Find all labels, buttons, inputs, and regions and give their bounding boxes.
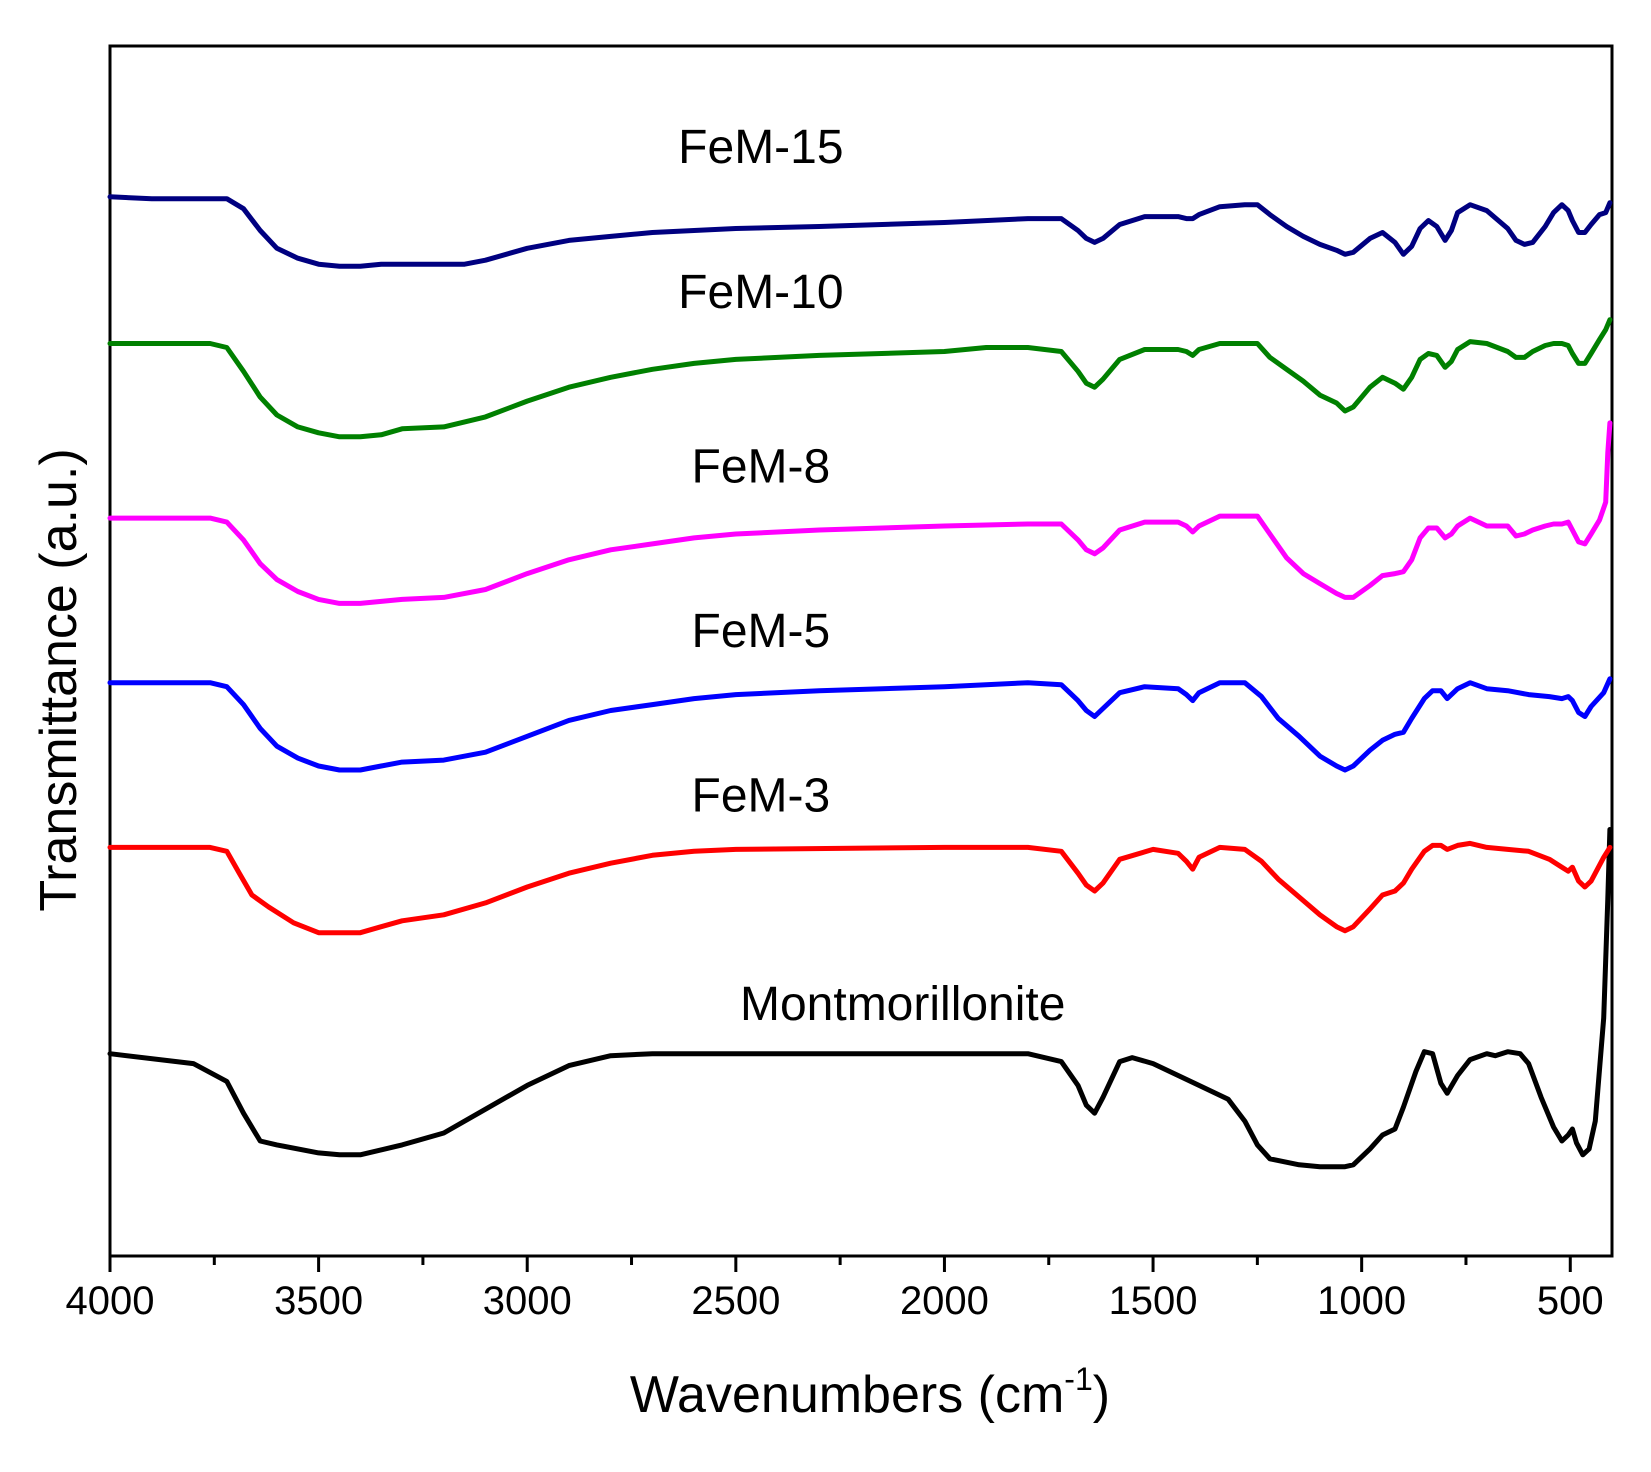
series-labels: Montmorillonite FeM-3 FeM-5 FeM-8 FeM-10 FeM-… [678,121,1065,1031]
x-tick-label: 2000 [900,1279,989,1323]
series-line-fem-5 [107,676,1613,773]
x-tick-label: 3500 [274,1279,363,1323]
series-line-fem-3 [107,840,1613,936]
x-tick-label: 1000 [1317,1279,1406,1323]
series-layer [107,194,1613,1170]
series-label-montmorillonite: Montmorillonite [740,978,1065,1031]
series-label-fem-15: FeM-15 [678,121,843,174]
x-axis-title-superscript: -1 [1064,1361,1092,1397]
plot-frame [108,44,1614,1258]
series-line-fem-15 [107,194,1613,269]
series-label-fem-5: FeM-5 [692,605,831,658]
series-line-fem-10 [107,317,1613,440]
x-axis-title-main: Wavenumbers (cm [630,1366,1064,1424]
x-axis-ticks: 4000 3500 3000 2500 2000 1500 1000 500 [66,1256,1604,1323]
x-tick-label: 1500 [1109,1279,1198,1323]
series-label-fem-3: FeM-3 [692,770,831,823]
series-label-fem-8: FeM-8 [692,440,831,493]
series-line-fem-8 [107,420,1613,606]
x-axis-title-close: ) [1093,1366,1110,1424]
y-axis-title: Transmittance (a.u.) [30,448,88,911]
series-line-montmorillonite [107,827,1613,1170]
x-tick-label: 500 [1537,1279,1604,1323]
x-tick-label: 4000 [66,1279,155,1323]
plot-border [108,44,1614,1258]
x-tick-label: 3000 [483,1279,572,1323]
x-axis-title: Wavenumbers (cm-1) [630,1361,1110,1424]
x-tick-label: 2500 [691,1279,780,1323]
series-label-fem-10: FeM-10 [678,266,843,319]
